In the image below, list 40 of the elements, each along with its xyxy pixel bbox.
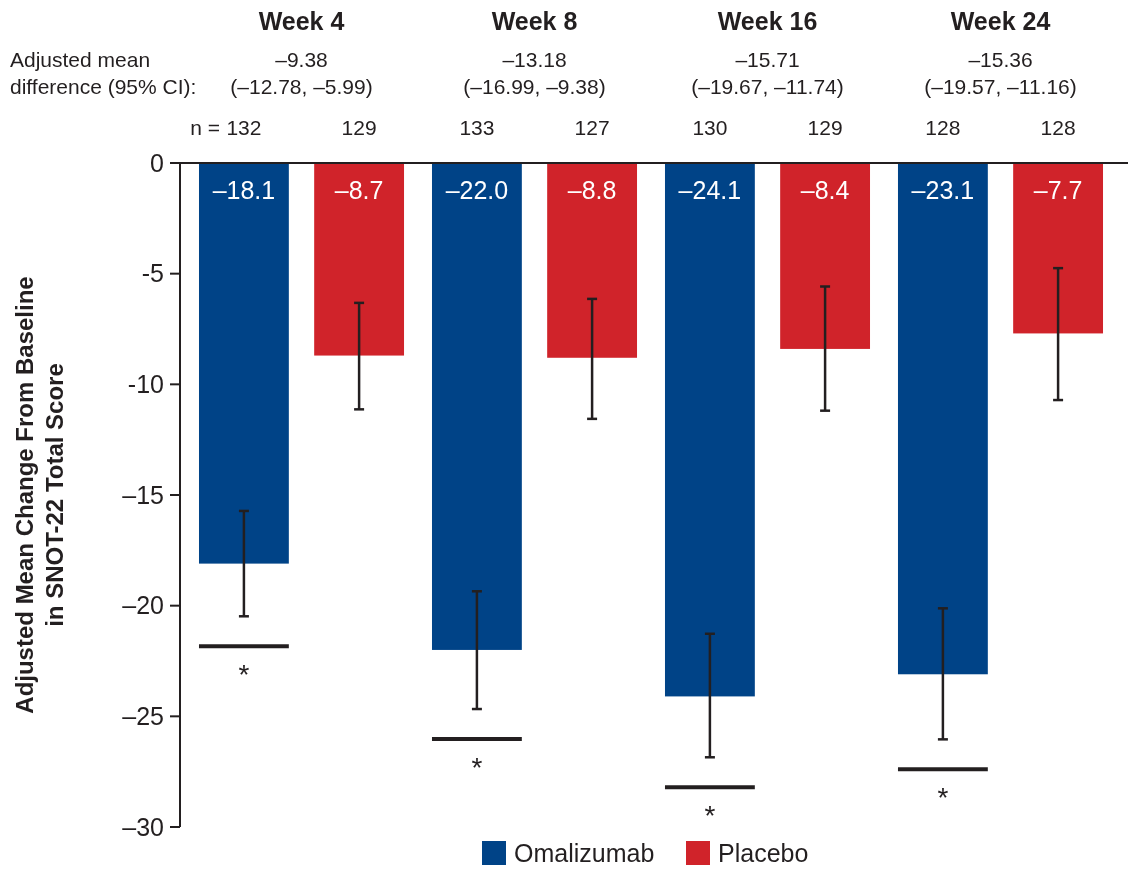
text: 128 <box>925 116 961 139</box>
text: Adjusted mean difference (95% CI): <box>10 48 197 98</box>
data-label: –7.7 <box>1033 176 1083 204</box>
text: –13.18 (–16.99, –9.38) <box>463 48 606 98</box>
text: –9.38 (–12.78, –5.99) <box>230 48 373 98</box>
annotation: * <box>937 782 949 814</box>
y-tick-label: –30 <box>122 812 164 841</box>
x-tick-label: Week 8 <box>491 7 578 35</box>
legend-label: Omalizumab <box>514 838 655 867</box>
text: 128 <box>1040 116 1076 139</box>
y-tick-label: -5 <box>141 259 164 288</box>
data-label: –8.4 <box>800 176 850 204</box>
annotation: * <box>471 752 483 784</box>
annotation: * <box>704 800 716 832</box>
y-tick-label: –25 <box>122 702 164 731</box>
text: 129 <box>341 116 377 139</box>
legend-label: Placebo <box>718 838 809 867</box>
data-label: –8.7 <box>334 176 384 204</box>
text: –15.36 (–19.57, –11.16) <box>924 48 1077 98</box>
data-label: –18.1 <box>212 176 276 204</box>
data-label: –22.0 <box>445 176 509 204</box>
text: 132 <box>226 116 262 139</box>
y-tick-label: 0 <box>150 148 164 177</box>
y-tick-label: –15 <box>122 480 164 509</box>
y-tick-label: -10 <box>127 370 164 399</box>
x-tick-label: Week 24 <box>950 7 1051 35</box>
data-label: –24.1 <box>678 176 742 204</box>
text: n = <box>190 116 220 139</box>
y-axis-title: Adjusted Mean Change From Baseline in SNOT-22 Total Score <box>11 276 68 714</box>
data-label: –8.8 <box>567 176 617 204</box>
annotation: * <box>238 659 250 691</box>
x-tick-label: Week 16 <box>717 7 818 35</box>
text: –15.71 (–19.67, –11.74) <box>691 48 844 98</box>
text: 129 <box>807 116 843 139</box>
text: 130 <box>692 116 728 139</box>
text: 127 <box>574 116 610 139</box>
text: 133 <box>459 116 495 139</box>
y-tick-label: –20 <box>122 591 164 620</box>
data-label: –23.1 <box>911 176 975 204</box>
x-tick-label: Week 4 <box>258 7 345 35</box>
